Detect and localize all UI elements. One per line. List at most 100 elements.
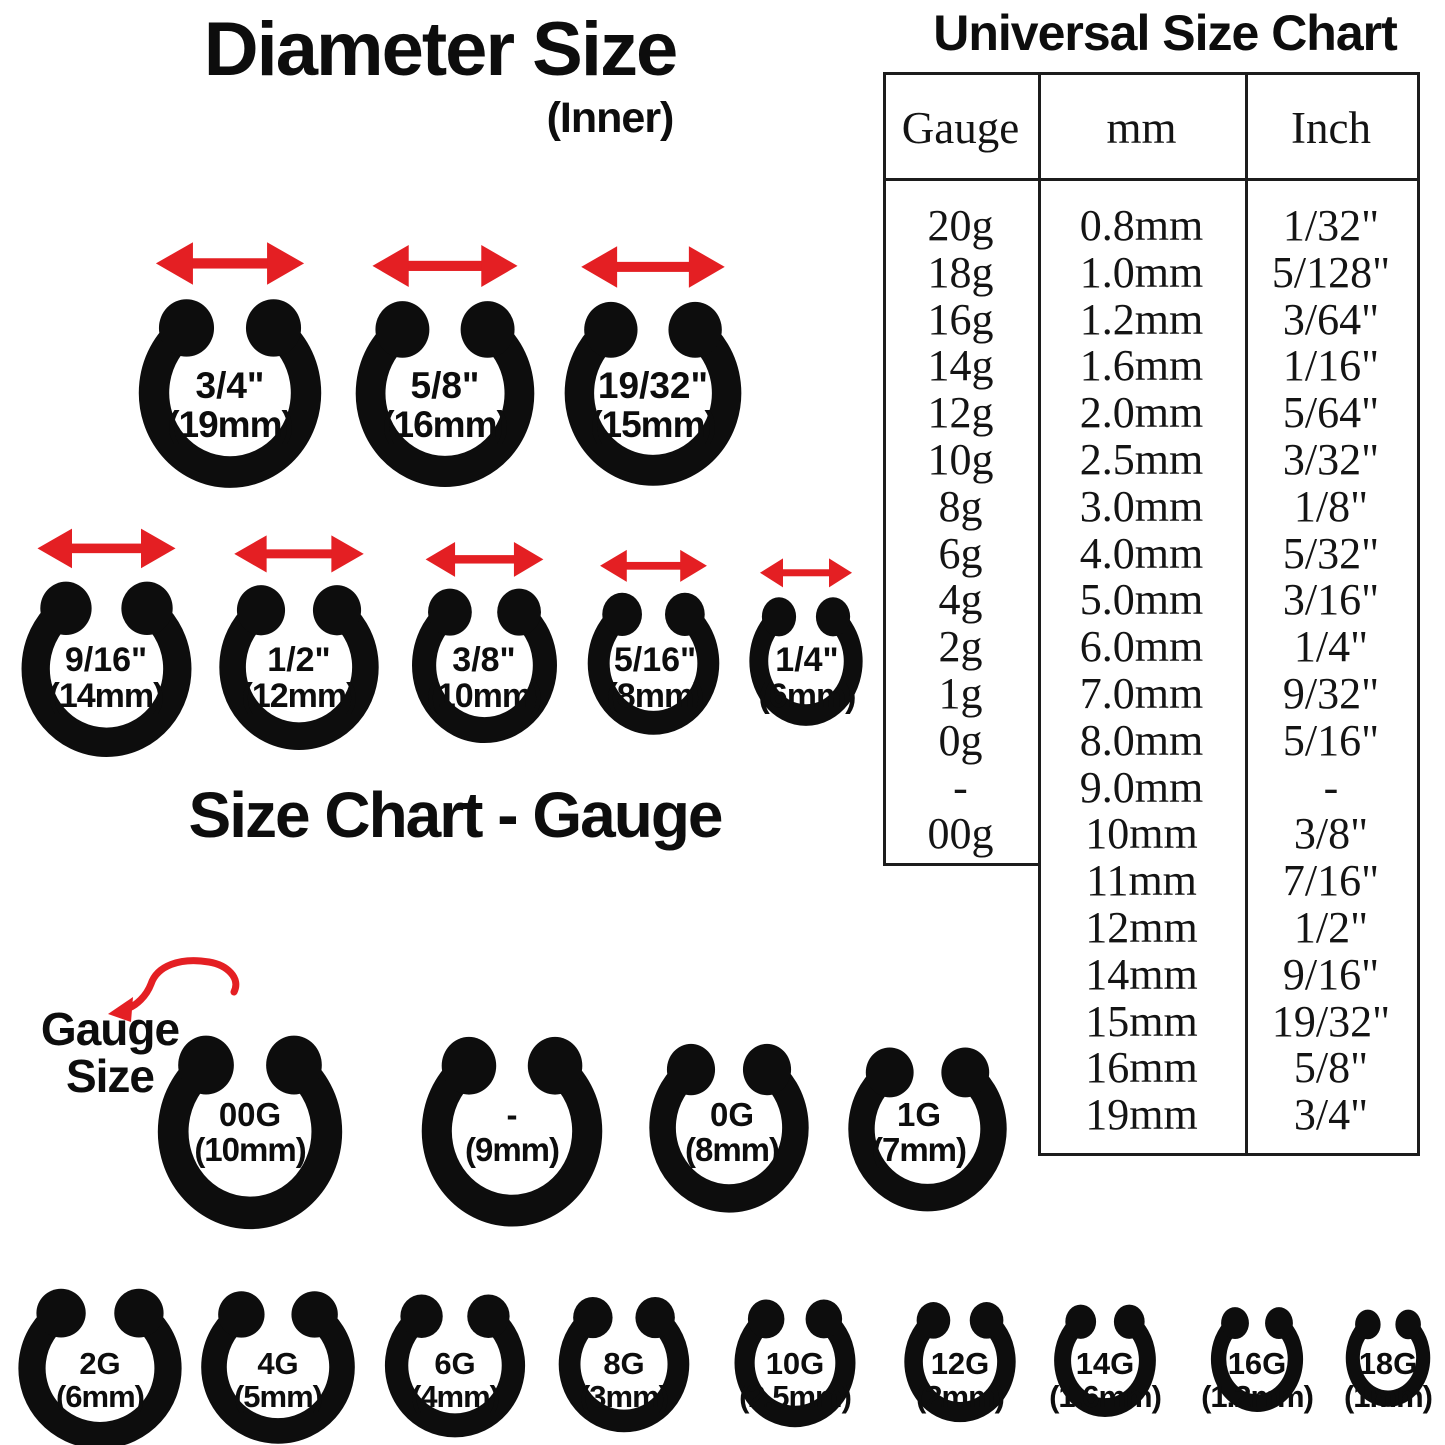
- cell-mm: 1.2mm: [1079, 294, 1204, 344]
- table-divider-mm-inch: [1245, 72, 1248, 1156]
- cell-mm: 19mm: [1085, 1089, 1198, 1139]
- gauge-label: 14G (1.6mm): [1049, 1346, 1162, 1414]
- cell-mm: 16mm: [1085, 1042, 1198, 1092]
- horseshoe-10mm-icon: [409, 541, 560, 640]
- cell-mm: 15mm: [1085, 996, 1198, 1046]
- diameter-arrow-icon: [600, 549, 707, 582]
- horseshoe-9mm-icon: [418, 901, 606, 1100]
- cell-mm: 11mm: [1086, 855, 1197, 905]
- table-row: 6g 4.0mm 5/32": [883, 528, 1417, 578]
- horseshoe-12g-icon: [902, 1216, 1018, 1342]
- table-row: 2g 6.0mm 1/4": [883, 621, 1417, 671]
- table-border-left: [883, 72, 886, 866]
- gauge-label: 18G (1mm): [1343, 1346, 1433, 1414]
- horseshoe-10g-icon: [732, 1208, 858, 1342]
- cell-gauge: 20g: [927, 200, 994, 250]
- horseshoe-2g-icon: [15, 1174, 185, 1342]
- cell-inch: 5/64": [1282, 387, 1380, 437]
- cell-mm: 1.6mm: [1079, 340, 1204, 390]
- cell-gauge: 4g: [938, 574, 983, 624]
- cell-gauge: 2g: [938, 621, 983, 671]
- cell-inch: 19/32": [1271, 996, 1391, 1046]
- table-row: 1g 7.0mm 9/32": [883, 669, 1417, 718]
- table-row: 18g 1.0mm 5/128": [883, 247, 1417, 297]
- gauge-label: 10G (2.5mm): [739, 1346, 852, 1414]
- cell-inch: 3/32": [1282, 434, 1380, 484]
- horseshoe-8mm-icon: [585, 549, 722, 640]
- table-row: 14g 1.6mm 1/16": [883, 340, 1417, 390]
- gauge-pointer-arrow-icon: [108, 957, 240, 1022]
- diameter-label: 1/4" (6mm): [758, 641, 856, 716]
- diameter-arrow-icon: [759, 558, 853, 588]
- cell-inch: 7/16": [1282, 855, 1380, 905]
- cell-inch: 5/128": [1271, 247, 1391, 297]
- table-row: 16mm 5/8": [883, 1042, 1417, 1092]
- diameter-arrow-icon: [425, 541, 544, 577]
- table-border-bottom: [1038, 1153, 1420, 1156]
- table-row: 4g 5.0mm 3/16": [883, 574, 1417, 624]
- gauge-label: - (9mm): [464, 1096, 560, 1168]
- cell-inch: 5/32": [1282, 528, 1380, 578]
- diameter-label: 3/8" (10mm): [426, 641, 543, 716]
- cell-inch: 1/32": [1282, 200, 1380, 250]
- cell-inch: -: [1323, 762, 1339, 812]
- diameter-arrow-icon: [234, 535, 364, 573]
- gauge-column-bottom-border: [883, 863, 1041, 866]
- table-row: 0g 8.0mm 5/16": [883, 715, 1417, 765]
- cell-gauge: 18g: [927, 247, 994, 297]
- table-border-right: [1417, 72, 1420, 1156]
- gauge-label: 0G (8mm): [684, 1096, 780, 1168]
- table-header-row: Gauge mm Inch: [883, 103, 1417, 153]
- horseshoe-15mm-icon: [561, 246, 745, 363]
- diameter-label: 9/16" (14mm): [48, 641, 165, 716]
- table-row: 16g 1.2mm 3/64": [883, 294, 1417, 344]
- cell-mm: 5.0mm: [1079, 574, 1204, 624]
- cell-gauge: 10g: [927, 434, 994, 484]
- diameter-label: 1/2" (12mm): [241, 641, 358, 716]
- cell-mm: 8.0mm: [1079, 715, 1204, 765]
- table-row: 14mm 9/16": [883, 949, 1417, 999]
- cell-gauge: -: [953, 762, 968, 812]
- cell-inch: 1/16": [1282, 340, 1380, 390]
- cell-inch: 1/8": [1293, 481, 1369, 531]
- table-row: 10g 2.5mm 3/32": [883, 434, 1417, 484]
- cell-mm: 6.0mm: [1079, 621, 1204, 671]
- diameter-section-title: Diameter Size: [203, 7, 678, 92]
- cell-inch: 3/64": [1282, 294, 1380, 344]
- table-row: 19mm 3/4": [883, 1089, 1417, 1139]
- cell-gauge: 16g: [927, 294, 994, 344]
- cell-gauge: 00g: [927, 808, 994, 858]
- horseshoe-6g-icon: [382, 1192, 528, 1342]
- cell-mm: 3.0mm: [1079, 481, 1204, 531]
- cell-mm: 1.0mm: [1079, 247, 1204, 297]
- cell-mm: 4.0mm: [1079, 528, 1204, 578]
- cell-gauge: 12g: [927, 387, 994, 437]
- cell-inch: 5/16": [1282, 715, 1380, 765]
- cell-mm: 2.5mm: [1079, 434, 1204, 484]
- table-row: 12g 2.0mm 5/64": [883, 387, 1417, 437]
- cell-mm: 9.0mm: [1079, 762, 1204, 812]
- cell-gauge: 8g: [938, 481, 983, 531]
- horseshoe-6mm-icon: [747, 558, 865, 640]
- size-table-title: Universal Size Chart: [933, 5, 1398, 61]
- cell-inch: 1/4": [1293, 621, 1369, 671]
- table-row: - 9.0mm -: [883, 762, 1417, 812]
- cell-inch: 9/16": [1282, 949, 1380, 999]
- diameter-arrow-icon: [581, 246, 725, 288]
- cell-inch: 3/4": [1293, 1089, 1369, 1139]
- table-row: 15mm 19/32": [883, 996, 1417, 1046]
- table-row: 11mm 7/16": [883, 855, 1417, 905]
- gauge-label: 1G (7mm): [871, 1096, 967, 1168]
- horseshoe-19mm-icon: [135, 242, 325, 362]
- diameter-section-subtitle: (Inner): [546, 94, 675, 142]
- diameter-label: 19/32" (15mm): [590, 365, 717, 446]
- horseshoe-0g-icon: [646, 923, 812, 1100]
- diameter-arrow-icon: [37, 528, 176, 569]
- gauge-label: 12G (2mm): [915, 1346, 1005, 1414]
- diameter-arrow-icon: [372, 245, 518, 287]
- horseshoe-14mm-icon: [18, 528, 195, 640]
- table-header-underline: [883, 178, 1420, 181]
- cell-gauge: 14g: [927, 340, 994, 390]
- horseshoe-8g-icon: [556, 1200, 692, 1342]
